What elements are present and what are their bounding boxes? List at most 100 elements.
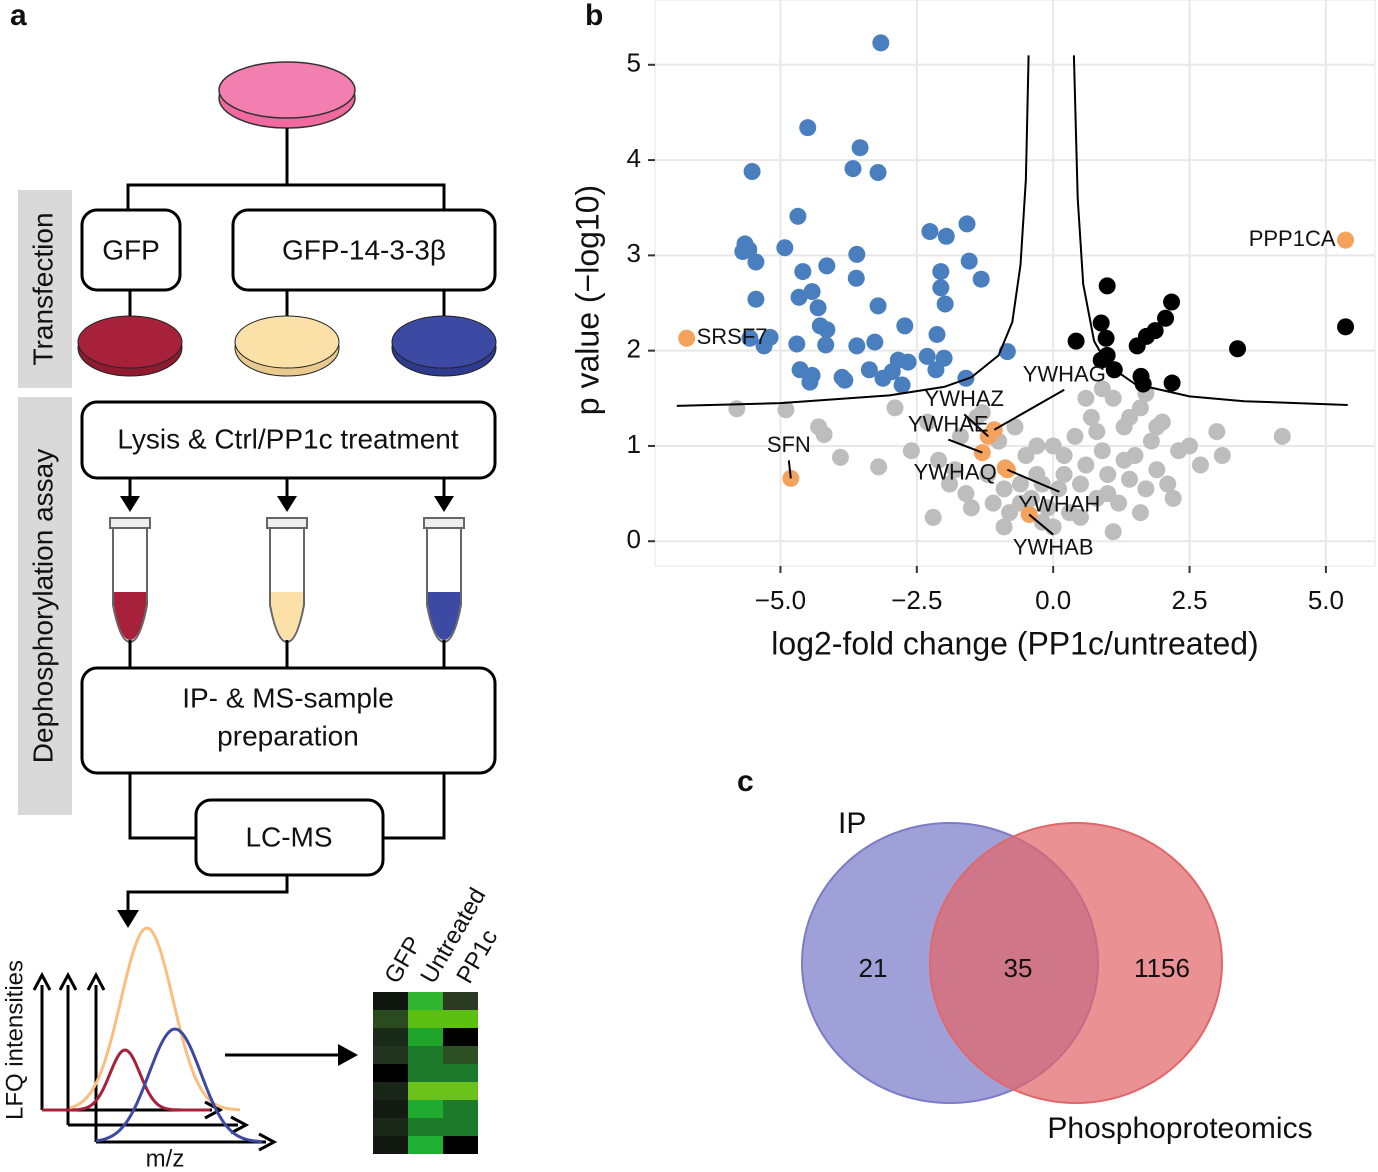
point [928,325,946,343]
axis-arrow [58,971,78,991]
panel-a: a Transfection Dephosphorylation assay G… [1,0,503,1172]
connector [128,478,446,498]
point [1131,504,1149,522]
heat-cell [373,1118,408,1136]
tube-cap [423,517,465,529]
point [803,283,821,301]
point [728,400,746,418]
x-tick-label: 0.0 [1035,585,1071,615]
axis-arrow [32,971,52,991]
point-label: YWHAB [1013,534,1094,559]
point [1028,437,1046,455]
axis-arrow [86,971,106,991]
region-count: 1156 [1134,953,1190,983]
point [874,369,892,387]
point [1044,437,1062,455]
point [1077,456,1095,474]
axis-label: LFQ intensities [1,960,28,1120]
heat-cell [443,1010,478,1028]
heat-cell [408,1136,443,1154]
point [848,337,866,355]
point [1055,466,1073,484]
box-label: IP- & MS-sample [182,682,394,713]
point [958,215,976,233]
point [1148,461,1166,479]
point [921,223,939,241]
heat-cell [408,1046,443,1064]
point [848,245,866,263]
point [937,227,955,245]
connector [128,773,446,840]
point [995,480,1013,498]
panel-c: c IP Phosphoproteomics 21 35 1156 [737,765,1313,1145]
point [1011,475,1029,493]
point [1137,480,1155,498]
point [1208,423,1226,441]
box [80,666,497,775]
side-bar [18,397,72,815]
point [851,139,869,157]
peak-curve [42,1048,210,1112]
heatmap [373,992,478,1154]
axis-arrow [230,1115,250,1135]
point [1181,437,1199,455]
heat-cell [443,992,478,1010]
point [734,243,752,261]
point [1082,408,1100,426]
point [924,508,942,526]
point [788,335,806,353]
y-tick-label: 4 [627,143,641,173]
point [747,253,765,271]
point [1337,231,1355,249]
point [866,333,884,351]
heat-cell [373,992,408,1010]
point [979,466,997,484]
connector [128,290,446,318]
tubes [109,517,465,644]
heat-cell [443,1100,478,1118]
threshold-curve [676,55,1030,407]
point [809,299,827,317]
point [1088,423,1106,441]
point [1099,485,1117,503]
point [1066,427,1084,445]
x-tick-label: −2.5 [891,585,942,615]
y-tick-label: 1 [627,429,641,459]
axis-label: m/z [146,1145,185,1172]
dish-rim [218,61,356,119]
side-bar [18,190,72,388]
point [789,207,807,225]
point [1050,480,1068,498]
point [1159,475,1177,493]
point [918,347,936,365]
connector [126,875,289,912]
point [932,263,950,281]
point [1093,380,1111,398]
point [946,461,964,479]
point [1273,427,1291,445]
region-count: 35 [1004,953,1033,983]
point [1098,277,1116,295]
point [893,376,911,394]
point [799,119,817,137]
panel-label: a [10,0,27,32]
point-label: YWHAZ [925,386,1004,411]
heat-cell [373,1136,408,1154]
heat-cell [373,1028,408,1046]
heat-cell [408,1082,443,1100]
point [902,442,920,460]
arrowhead [117,910,139,928]
point [1121,470,1139,488]
point [886,399,904,417]
point [869,163,887,181]
point [1044,518,1062,536]
point [741,329,759,347]
peak-curve [95,1027,263,1144]
box-label: Lysis & Ctrl/PP1c treatment [117,423,459,454]
point [1134,375,1152,393]
heat-cell [373,1046,408,1064]
leader-line [963,413,989,438]
panel-label: b [585,0,603,32]
heat-cell [373,1064,408,1082]
point-label: SFN [767,432,811,457]
